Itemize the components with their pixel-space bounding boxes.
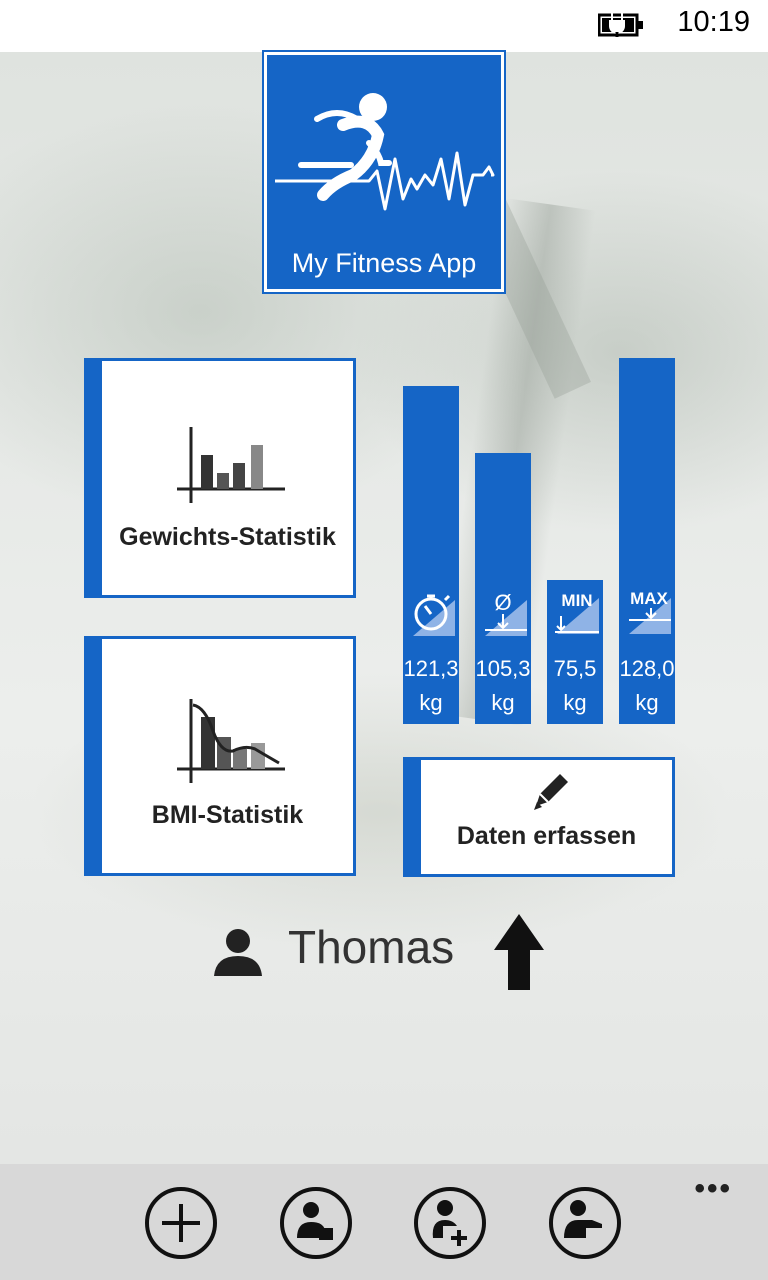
bmi-statistics-label: BMI-Statistik <box>151 801 304 829</box>
app-logo-tile[interactable]: My Fitness App <box>262 50 506 294</box>
application-bar: ••• <box>0 1164 768 1280</box>
user-switch-icon[interactable] <box>548 1186 622 1260</box>
current-weight-bar: 121,3 kg <box>403 386 459 724</box>
tile-accent-bar <box>87 639 102 873</box>
average-symbol: Ø <box>494 590 511 615</box>
minimum-weight-unit: kg <box>563 690 587 715</box>
average-icon: Ø <box>485 590 527 636</box>
bmi-statistics-tile[interactable]: BMI-Statistik <box>84 636 356 876</box>
current-weight-unit: kg <box>419 690 443 715</box>
maximum-symbol: MAX <box>630 589 668 608</box>
stopwatch-icon <box>413 594 455 636</box>
minimum-icon: MIN <box>555 591 599 634</box>
maximum-icon: MAX <box>629 589 671 634</box>
status-bar: 10:19 <box>0 0 768 52</box>
clock: 10:19 <box>677 6 750 38</box>
bar-line-chart-icon <box>177 699 285 783</box>
user-add-icon[interactable] <box>413 1186 487 1260</box>
pencil-icon <box>534 774 568 810</box>
tile-accent-bar <box>406 760 421 874</box>
maximum-weight-unit: kg <box>635 690 659 715</box>
current-weight-value: 121,3 <box>403 656 459 681</box>
maximum-weight-bar: MAX 128,0 kg <box>619 358 675 724</box>
bar-chart-icon <box>177 427 285 503</box>
average-weight-value: 105,3 <box>475 656 531 681</box>
more-options-button[interactable]: ••• <box>694 1172 732 1205</box>
minimum-weight-value: 75,5 <box>553 656 597 681</box>
enter-data-tile[interactable]: Daten erfassen <box>403 757 675 877</box>
user-name[interactable]: Thomas <box>288 921 455 973</box>
tile-accent-bar <box>87 361 102 595</box>
minimum-weight-bar: MIN 75,5 kg <box>547 580 603 724</box>
battery-charging-icon <box>598 13 643 37</box>
average-weight-bar: Ø 105,3 kg <box>475 453 531 724</box>
arrow-up-icon[interactable] <box>494 914 544 990</box>
maximum-weight-value: 128,0 <box>619 656 675 681</box>
runner-heartbeat-icon <box>275 93 495 211</box>
app-title: My Fitness App <box>291 248 477 278</box>
user-icon <box>214 929 262 976</box>
add-icon[interactable] <box>144 1186 218 1260</box>
minimum-symbol: MIN <box>561 591 592 610</box>
weight-statistics-label: Gewichts-Statistik <box>119 523 336 551</box>
enter-data-label: Daten erfassen <box>456 822 637 850</box>
weight-statistics-tile[interactable]: Gewichts-Statistik <box>84 358 356 598</box>
average-weight-unit: kg <box>491 690 515 715</box>
user-edit-icon[interactable] <box>279 1186 353 1260</box>
